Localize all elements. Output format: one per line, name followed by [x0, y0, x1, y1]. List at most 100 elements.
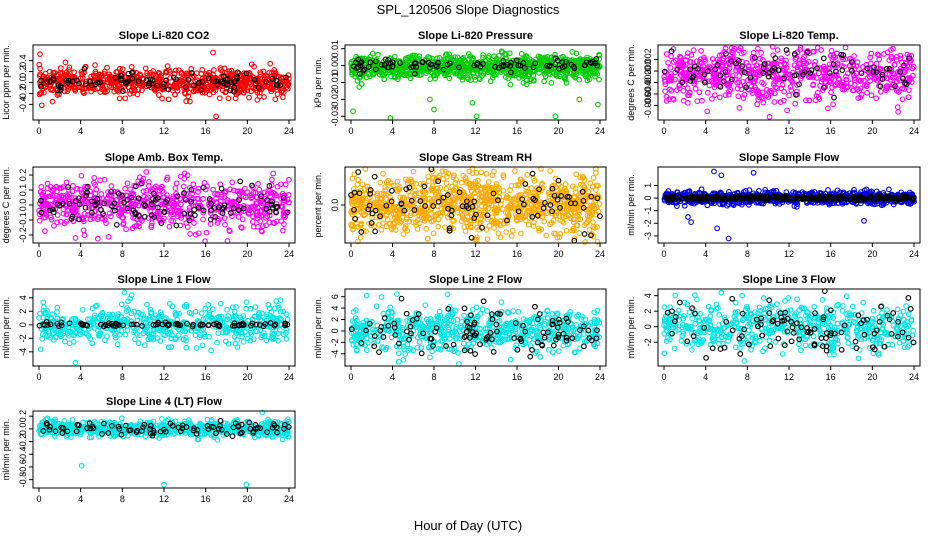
data-point — [201, 217, 206, 222]
data-point — [208, 222, 213, 227]
data-point — [182, 177, 187, 182]
x-tick-label: 24 — [284, 249, 294, 259]
data-point — [38, 52, 43, 57]
data-point — [553, 114, 558, 119]
data-point — [519, 192, 524, 197]
data-point — [686, 101, 691, 106]
data-point — [789, 88, 794, 93]
data-point — [102, 177, 107, 182]
data-point — [443, 225, 448, 230]
data-point — [43, 229, 48, 234]
data-point — [523, 182, 528, 187]
data-point — [240, 217, 245, 222]
data-point — [395, 179, 400, 184]
data-point — [98, 178, 103, 183]
x-tick-label: 20 — [553, 126, 563, 136]
data-point — [444, 181, 449, 186]
data-point — [487, 180, 492, 185]
x-tick-label: 8 — [431, 249, 436, 259]
data-point — [564, 229, 569, 234]
data-point — [414, 182, 419, 187]
data-point — [351, 109, 356, 114]
data-point — [211, 50, 216, 55]
x-tick-label: 12 — [470, 249, 480, 259]
x-tick-label: 12 — [159, 126, 169, 136]
data-point — [544, 233, 549, 238]
data-point — [129, 65, 134, 70]
series-all — [37, 170, 292, 244]
data-point — [71, 183, 76, 188]
data-point — [257, 187, 262, 192]
data-point — [887, 187, 892, 192]
y-axis-label: degrees C per min. — [1, 167, 11, 244]
data-point — [895, 105, 900, 110]
data-point — [706, 90, 711, 95]
data-point — [283, 182, 288, 187]
data-point — [93, 63, 98, 68]
data-point — [358, 235, 363, 240]
series-all — [662, 169, 916, 241]
data-point — [115, 223, 120, 228]
x-tick-label: 24 — [284, 126, 294, 136]
figure-title: SPL_120506 Slope Diagnostics — [377, 2, 560, 17]
data-point — [484, 172, 489, 177]
data-point — [454, 178, 459, 183]
y-tick-label: -0.1 — [18, 212, 28, 228]
data-point — [50, 99, 55, 104]
data-point — [459, 180, 464, 185]
points — [662, 45, 916, 120]
data-point — [492, 226, 497, 231]
data-point — [681, 89, 686, 94]
data-point — [563, 182, 568, 187]
data-point — [718, 95, 723, 100]
data-point — [587, 228, 592, 233]
data-point — [201, 196, 206, 201]
data-point — [370, 51, 375, 56]
data-point — [424, 226, 429, 231]
y-tick-label: 0.01 — [330, 40, 340, 58]
data-point — [869, 93, 874, 98]
data-point — [167, 224, 172, 229]
data-point — [360, 182, 365, 187]
x-tick-label: 12 — [784, 126, 794, 136]
data-point — [273, 97, 278, 102]
points — [662, 169, 916, 241]
data-point — [691, 48, 696, 53]
data-point — [775, 48, 780, 53]
data-point — [106, 235, 111, 240]
data-point — [591, 176, 596, 181]
data-point — [759, 51, 764, 56]
x-tick-label: 20 — [553, 249, 563, 259]
x-tick-label: 4 — [390, 126, 395, 136]
panel-title: Slope Li-820 Pressure — [418, 30, 533, 42]
x-tick-label: 0 — [36, 126, 41, 136]
data-point — [411, 169, 416, 174]
data-point — [165, 64, 170, 69]
data-point — [426, 179, 431, 184]
x-tick-label: 8 — [120, 249, 125, 259]
data-point — [281, 95, 286, 100]
data-point — [192, 221, 197, 226]
data-point — [829, 90, 834, 95]
data-point — [222, 216, 227, 221]
data-point — [255, 98, 260, 103]
data-point — [705, 109, 710, 114]
data-point — [510, 228, 515, 233]
data-point — [166, 97, 171, 102]
data-point — [785, 108, 790, 113]
series-all — [349, 49, 602, 120]
data-point — [258, 219, 263, 224]
x-tick-label: 12 — [470, 126, 480, 136]
data-point — [831, 102, 836, 107]
data-point — [40, 103, 45, 108]
data-point — [529, 186, 534, 191]
y-tick-label: 0.4 — [18, 54, 28, 67]
data-point — [242, 186, 247, 191]
data-point — [700, 98, 705, 103]
